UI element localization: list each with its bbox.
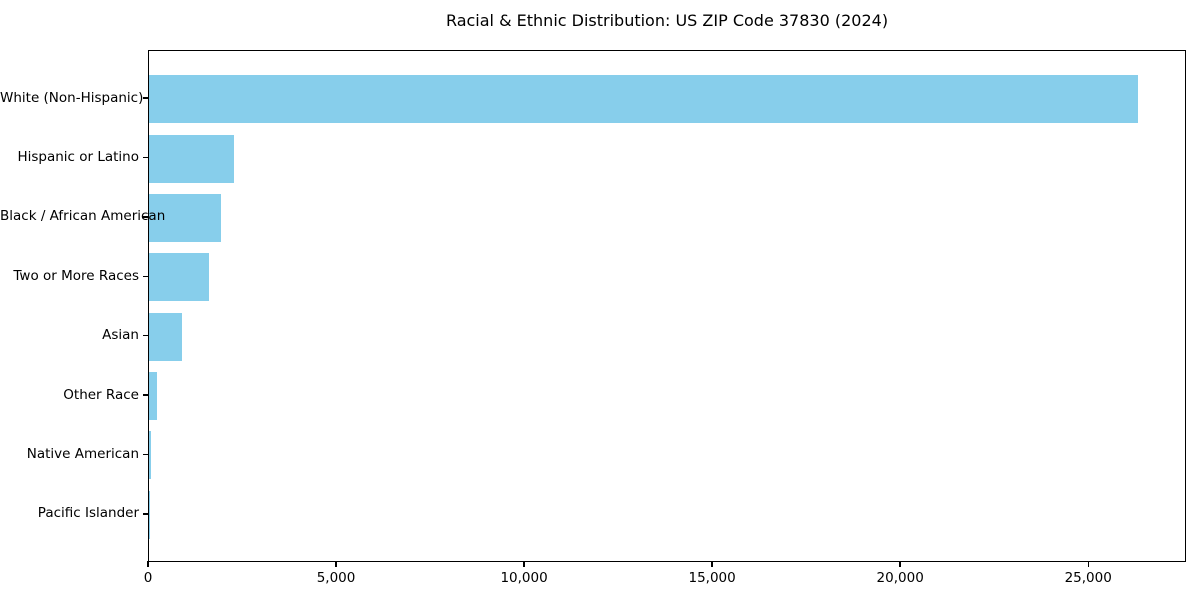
bar-native-american <box>149 431 151 480</box>
bar-other-race <box>149 372 157 421</box>
y-axis-label-white-non-hispanic: White (Non-Hispanic) <box>0 89 144 106</box>
y-axis-label-native-american: Native American <box>26 445 139 462</box>
y-axis-label-asian: Asian <box>102 327 139 344</box>
y-tick-mark <box>143 97 148 99</box>
x-axis-tick-label: 25,000 <box>1064 570 1112 586</box>
x-axis-tick-label: 20,000 <box>876 570 924 586</box>
y-tick-mark <box>143 275 148 277</box>
y-tick-mark <box>143 513 148 515</box>
x-tick-mark <box>523 561 525 567</box>
bar-white-non-hispanic <box>149 75 1139 124</box>
x-tick-mark <box>147 561 149 567</box>
y-axis-label-black-african-american: Black / African American <box>0 208 166 225</box>
x-axis-tick-label: 10,000 <box>500 570 548 586</box>
y-axis-label-pacific-islander: Pacific Islander <box>37 505 139 522</box>
x-axis-tick-label: 0 <box>143 570 153 586</box>
plot-area <box>148 50 1186 562</box>
bar-pacific-islander <box>149 490 150 539</box>
x-tick-mark <box>335 561 337 567</box>
y-tick-mark <box>143 334 148 337</box>
y-axis-label-other-race: Other Race <box>63 386 139 403</box>
x-axis-tick-label: 15,000 <box>688 570 736 586</box>
x-axis-tick-label: 5,000 <box>316 570 356 586</box>
y-tick-mark <box>143 216 148 218</box>
x-tick-mark <box>711 561 713 567</box>
y-axis-label-two-or-more-races: Two or More Races <box>13 267 139 284</box>
x-tick-mark <box>1087 561 1089 567</box>
y-axis-label-hispanic-or-latino: Hispanic or Latino <box>17 149 139 165</box>
y-tick-mark <box>143 453 148 456</box>
bar-asian <box>149 312 183 361</box>
x-tick-mark <box>899 561 901 567</box>
chart-title: Racial & Ethnic Distribution: US ZIP Cod… <box>445 11 889 30</box>
y-tick-mark <box>143 156 148 159</box>
y-tick-mark <box>143 394 148 396</box>
bar-black-african-american <box>149 193 221 242</box>
bar-two-or-more-races <box>149 253 209 302</box>
bar-hispanic-or-latino <box>149 134 234 183</box>
